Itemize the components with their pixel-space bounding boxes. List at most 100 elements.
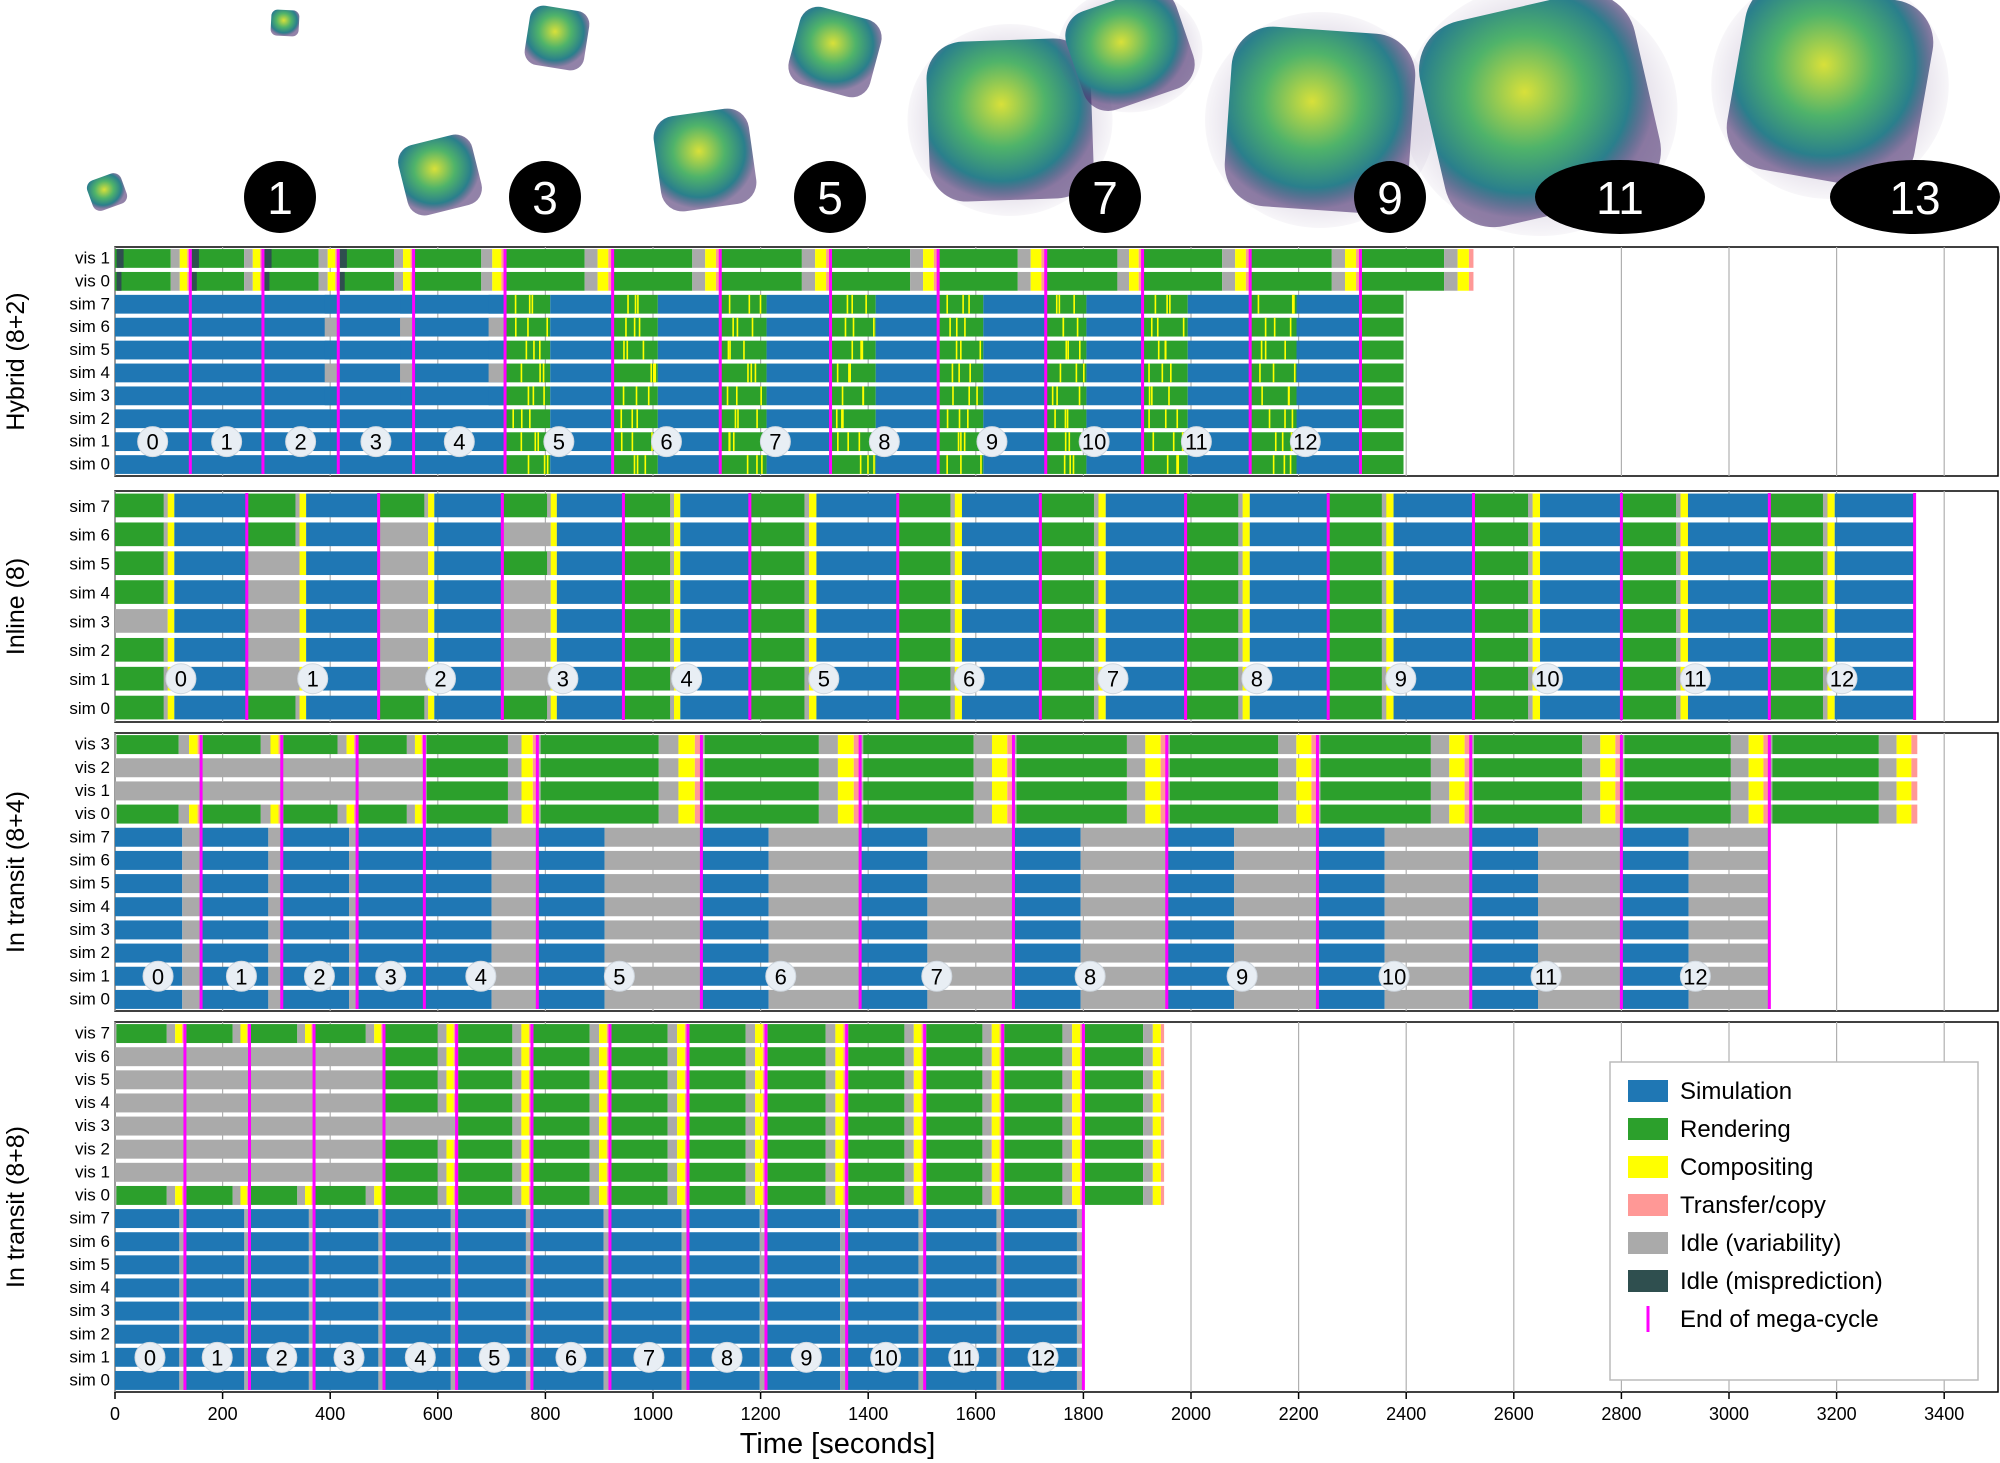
simulation-segment xyxy=(816,493,898,518)
compositing-segment xyxy=(1164,409,1167,429)
compositing-segment xyxy=(858,432,861,452)
simulation-segment xyxy=(1166,874,1235,894)
compositing-segment xyxy=(550,609,557,633)
compositing-segment xyxy=(1169,294,1171,314)
simulation-segment xyxy=(1105,522,1186,547)
cycle-label: 7 xyxy=(769,430,781,455)
x-axis-label: Time [seconds] xyxy=(740,1428,936,1460)
simulation-segment xyxy=(1086,409,1143,429)
idle-segment xyxy=(246,580,300,604)
idle-segment xyxy=(982,1162,992,1182)
idle-segment xyxy=(840,1324,847,1344)
transfer-segment xyxy=(694,758,702,778)
idle-segment xyxy=(1381,580,1387,604)
compositing-segment xyxy=(756,409,758,429)
rendering-segment xyxy=(1328,493,1387,518)
rendering-segment xyxy=(116,735,179,755)
compositing-segment xyxy=(809,695,817,720)
idle-segment xyxy=(281,758,358,778)
compositing-segment xyxy=(327,271,336,291)
simulation-segment xyxy=(201,989,269,1009)
compositing-segment xyxy=(1827,522,1835,547)
simulation-segment xyxy=(550,386,613,406)
idle-segment xyxy=(801,249,816,268)
idle-segment xyxy=(1444,249,1458,268)
compositing-segment xyxy=(520,432,523,452)
idle-segment xyxy=(1062,1139,1073,1159)
compositing-segment xyxy=(809,522,817,547)
simulation-segment xyxy=(434,695,503,720)
legend-swatch xyxy=(1628,1156,1668,1178)
idle-segment xyxy=(701,804,705,824)
simulation-segment xyxy=(249,1232,309,1252)
idle-segment xyxy=(314,1116,384,1136)
compositing-segment xyxy=(678,804,695,824)
simulation-segment xyxy=(424,850,492,870)
compositing-segment xyxy=(1145,758,1161,778)
compositing-segment xyxy=(1157,340,1160,360)
idle-segment xyxy=(424,695,429,720)
compositing-segment xyxy=(1151,386,1153,406)
compositing-segment xyxy=(346,735,355,755)
compositing-segment xyxy=(1532,522,1541,547)
simulation-segment xyxy=(357,989,425,1009)
idle-segment xyxy=(667,1047,678,1067)
simulation-segment xyxy=(115,1278,180,1298)
compositing-segment xyxy=(1066,409,1069,429)
rendering-segment xyxy=(611,1139,668,1159)
rendering-segment xyxy=(458,1070,513,1090)
simulation-segment xyxy=(1249,637,1329,662)
idle-segment xyxy=(768,874,861,894)
simulation-segment xyxy=(1317,966,1385,986)
idle-segment xyxy=(365,1024,375,1044)
idle-segment xyxy=(1528,522,1533,547)
cycle-marker: 1 xyxy=(201,1341,233,1373)
idle-segment xyxy=(1381,551,1387,576)
idle-segment xyxy=(973,735,992,755)
rendering-segment xyxy=(505,409,551,429)
simulation-segment xyxy=(924,1301,997,1321)
rendering-segment xyxy=(611,1047,668,1067)
cycle-marker: 7 xyxy=(1097,663,1129,695)
transfer-segment xyxy=(1464,804,1471,824)
simulation-segment xyxy=(1013,989,1081,1009)
idle-segment xyxy=(297,1185,306,1205)
idle-segment xyxy=(759,1324,766,1344)
compositing-segment xyxy=(1164,340,1167,360)
compositing-segment xyxy=(1386,522,1394,547)
row-label: sim 4 xyxy=(69,363,110,382)
transfer-segment xyxy=(608,271,613,291)
rendering-segment xyxy=(385,1093,438,1113)
compositing-segment xyxy=(446,1024,454,1044)
simulation-segment xyxy=(456,1370,526,1390)
transfer-segment xyxy=(532,758,538,778)
rendering-segment xyxy=(848,1093,905,1113)
rendering-segment xyxy=(1040,522,1099,547)
rendering-segment xyxy=(1004,1070,1063,1090)
idle-segment xyxy=(537,758,541,778)
simulation-segment xyxy=(306,493,379,518)
rendering-segment xyxy=(116,804,179,824)
compositing-segment xyxy=(861,340,864,360)
compositing-segment xyxy=(1296,781,1312,801)
simulation-segment xyxy=(357,850,425,870)
compositing-segment xyxy=(946,409,949,429)
transfer-segment xyxy=(684,1047,688,1067)
rendering-segment xyxy=(533,1047,590,1067)
simulation-segment xyxy=(357,920,425,940)
compositing-segment xyxy=(755,1162,763,1182)
cycle-marker: 0 xyxy=(142,960,174,992)
cycle-marker: 0 xyxy=(137,426,169,458)
idle-segment xyxy=(115,735,117,755)
rendering-segment xyxy=(246,695,300,720)
idle-segment xyxy=(201,758,282,778)
idle-segment xyxy=(1062,1024,1073,1044)
idle-segment xyxy=(589,1185,600,1205)
rendering-segment xyxy=(689,1139,746,1159)
idle-segment xyxy=(1384,989,1471,1009)
row-label: sim 3 xyxy=(69,920,110,939)
rendering-segment xyxy=(689,1162,746,1182)
idle-segment xyxy=(1730,804,1749,824)
compositing-segment xyxy=(625,317,627,337)
transfer-segment xyxy=(1160,1116,1165,1136)
